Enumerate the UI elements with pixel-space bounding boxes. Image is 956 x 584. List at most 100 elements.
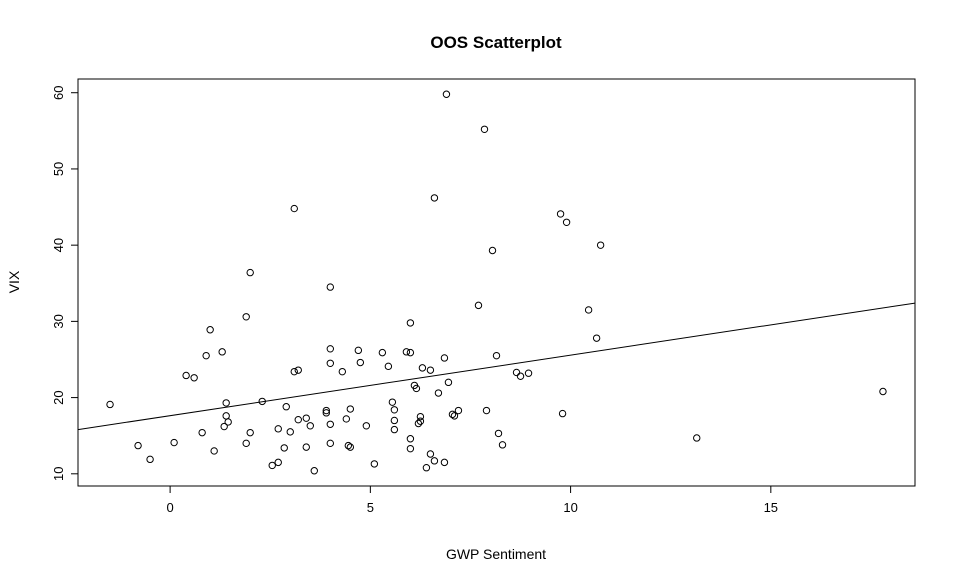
data-point-69 (426, 450, 435, 458)
data-point-43 (344, 441, 353, 450)
data-point-37 (326, 345, 335, 353)
data-point-81 (480, 125, 489, 134)
data-point-35 (322, 406, 330, 415)
data-point-41 (338, 367, 347, 376)
data-point-92 (562, 218, 571, 226)
data-point-27 (290, 367, 298, 376)
data-point-97 (879, 387, 887, 396)
plot-frame (77, 78, 916, 487)
data-point-20 (268, 461, 276, 470)
data-point-34 (322, 409, 330, 417)
data-point-10 (218, 348, 226, 356)
data-point-57 (406, 319, 415, 327)
data-point-89 (524, 369, 533, 377)
data-point-13 (222, 412, 230, 420)
data-point-9 (210, 447, 218, 455)
data-point-65 (416, 417, 425, 425)
y-tick-label: 30 (51, 314, 66, 328)
data-point-25 (286, 428, 294, 436)
data-point-36 (326, 283, 335, 291)
y-tick-label: 50 (51, 162, 66, 176)
data-point-6 (198, 428, 206, 437)
chart-title: OOS Scatterplot (430, 33, 562, 52)
data-point-46 (354, 346, 363, 355)
data-point-62 (412, 384, 421, 393)
data-point-82 (482, 406, 491, 415)
data-point-51 (384, 362, 393, 371)
data-point-60 (406, 444, 415, 453)
data-point-3 (170, 438, 178, 447)
data-point-42 (342, 415, 351, 423)
data-point-74 (440, 458, 449, 467)
data-point-28 (294, 366, 302, 374)
data-point-23 (280, 444, 288, 452)
y-axis: 10 20 30 40 50 60 (51, 85, 79, 481)
data-point-7 (202, 351, 210, 360)
data-point-54 (390, 416, 399, 425)
data-point-79 (454, 406, 463, 415)
x-tick-label: 0 (166, 500, 173, 515)
data-point-72 (434, 389, 443, 397)
data-point-91 (558, 409, 567, 418)
data-point-0 (106, 400, 114, 409)
data-point-58 (406, 348, 415, 357)
data-point-83 (488, 246, 497, 255)
data-point-26 (290, 204, 298, 213)
data-point-24 (282, 403, 290, 411)
data-point-44 (346, 443, 355, 451)
data-point-76 (444, 378, 453, 387)
data-point-78 (450, 412, 459, 420)
regression-line (77, 302, 916, 431)
data-point-66 (418, 364, 427, 372)
data-point-86 (498, 441, 507, 449)
data-point-70 (430, 457, 439, 465)
data-point-17 (246, 268, 254, 277)
data-point-16 (242, 439, 250, 448)
data-point-22 (274, 425, 282, 433)
data-point-53 (390, 406, 399, 414)
x-axis-label: GWP Sentiment (446, 546, 546, 562)
x-axis: 0 5 10 15 (166, 485, 778, 515)
data-point-77 (448, 410, 457, 419)
data-point-50 (378, 348, 387, 357)
data-point-19 (258, 397, 266, 406)
data-point-8 (206, 326, 214, 334)
data-point-5 (190, 374, 198, 382)
data-point-73 (440, 354, 449, 362)
data-point-29 (294, 415, 302, 424)
data-point-31 (302, 443, 310, 451)
data-point-80 (474, 301, 483, 310)
y-tick-label: 60 (51, 85, 66, 99)
data-point-67 (422, 464, 431, 472)
data-point-95 (596, 241, 605, 249)
data-point-11 (220, 422, 228, 431)
data-point-84 (492, 351, 501, 360)
data-point-88 (516, 372, 525, 380)
data-point-59 (406, 435, 415, 443)
data-point-63 (414, 419, 423, 428)
data-point-85 (494, 429, 503, 438)
points-layer (106, 90, 887, 475)
data-point-47 (356, 358, 365, 367)
data-point-39 (326, 420, 335, 428)
data-point-64 (416, 412, 425, 421)
data-point-21 (274, 458, 282, 467)
data-point-56 (402, 348, 411, 356)
data-point-55 (390, 425, 399, 434)
data-point-12 (222, 399, 230, 407)
y-tick-label: 20 (51, 390, 66, 404)
data-point-38 (326, 359, 335, 367)
data-point-2 (146, 455, 154, 464)
data-point-15 (242, 313, 250, 321)
data-point-14 (224, 418, 232, 426)
x-tick-label: 5 (367, 500, 374, 515)
x-tick-label: 15 (764, 500, 778, 515)
data-point-32 (306, 422, 314, 430)
regression-line-layer (77, 302, 916, 431)
data-point-94 (592, 334, 601, 342)
data-point-4 (182, 371, 190, 380)
data-point-87 (512, 368, 521, 377)
data-point-18 (246, 428, 254, 437)
data-point-93 (584, 306, 593, 314)
